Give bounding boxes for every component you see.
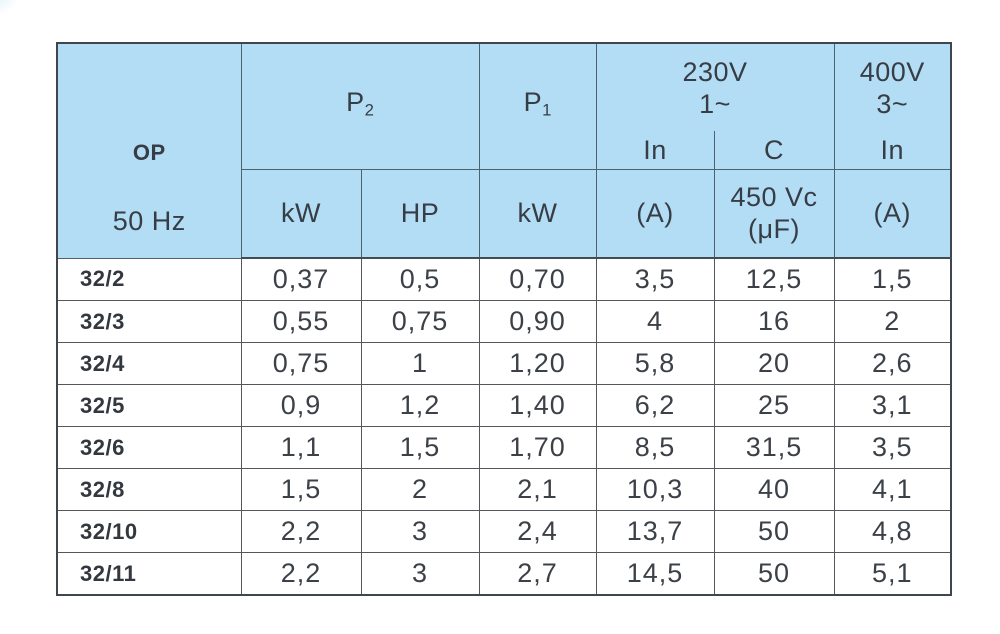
cell-in-400: 3,1 bbox=[833, 384, 952, 427]
cell-capacitor: 50 bbox=[713, 552, 835, 596]
table-row: 32/2 0,37 0,5 0,70 3,5 12,5 1,5 bbox=[56, 257, 952, 301]
table-row: 32/4 0,75 1 1,20 5,8 20 2,6 bbox=[56, 342, 952, 385]
p1-label: P bbox=[523, 86, 543, 117]
cell-model: 32/6 bbox=[56, 426, 242, 469]
cell-p2-hp: 3 bbox=[360, 552, 480, 596]
cell-in-230: 14,5 bbox=[595, 552, 715, 596]
op-frequency: 50 Hz bbox=[112, 205, 186, 236]
cell-capacitor: 20 bbox=[713, 342, 835, 385]
cell-capacitor: 40 bbox=[713, 468, 835, 511]
cell-p2-kw: 0,9 bbox=[240, 384, 362, 427]
cell-capacitor: 16 bbox=[713, 300, 835, 343]
col-header-p1: P1 bbox=[478, 42, 597, 170]
cell-model: 32/8 bbox=[56, 468, 242, 511]
voltage-400-label: 400V bbox=[859, 56, 925, 87]
cell-p1-kw: 1,20 bbox=[478, 342, 597, 385]
cell-in-230: 5,8 bbox=[595, 342, 715, 385]
col-header-capacitor: C bbox=[713, 131, 835, 170]
cell-in-230: 6,2 bbox=[595, 384, 715, 427]
cell-in-230: 10,3 bbox=[595, 468, 715, 511]
corner-artifact bbox=[0, 0, 20, 16]
table-row: 32/5 0,9 1,2 1,40 6,2 25 3,1 bbox=[56, 384, 952, 427]
op-title: OP bbox=[132, 139, 166, 165]
phase-3-label: 3~ bbox=[876, 88, 909, 119]
cell-model: 32/5 bbox=[56, 384, 242, 427]
cell-capacitor: 50 bbox=[713, 510, 835, 553]
cell-in-400: 1,5 bbox=[833, 257, 952, 301]
cell-in-400: 5,1 bbox=[833, 552, 952, 596]
col-unit-p2-kw: kW bbox=[240, 168, 362, 259]
cell-p2-hp: 3 bbox=[360, 510, 480, 553]
cell-model: 32/3 bbox=[56, 300, 242, 343]
cell-capacitor: 12,5 bbox=[713, 257, 835, 301]
table-body: 32/2 0,37 0,5 0,70 3,5 12,5 1,5 32/3 0,55 0,75 0,9… bbox=[56, 257, 952, 596]
cell-p2-kw: 0,37 bbox=[240, 257, 362, 301]
cell-model: 32/10 bbox=[56, 510, 242, 553]
phase-1-label: 1~ bbox=[699, 88, 731, 119]
motor-ratings-table: OP 50 Hz P2 P1 230V 1~ 400V 3~ In C In bbox=[56, 42, 953, 596]
cell-p1-kw: 1,40 bbox=[478, 384, 597, 427]
col-unit-in-230-amps: (A) bbox=[595, 168, 715, 259]
cell-p1-kw: 0,70 bbox=[478, 257, 597, 301]
table-row: 32/8 1,5 2 2,1 10,3 40 4,1 bbox=[56, 468, 952, 511]
p2-label: P bbox=[346, 86, 365, 117]
table-row: 32/10 2,2 3 2,4 13,7 50 4,8 bbox=[56, 510, 952, 553]
table-row: 32/6 1,1 1,5 1,70 8,5 31,5 3,5 bbox=[56, 426, 952, 469]
motor-ratings-table-container: OP 50 Hz P2 P1 230V 1~ 400V 3~ In C In bbox=[56, 42, 953, 596]
cell-p2-kw: 0,75 bbox=[240, 342, 362, 385]
col-unit-p2-hp: HP bbox=[360, 168, 480, 259]
cell-in-400: 3,5 bbox=[833, 426, 952, 469]
cell-in-400: 2 bbox=[833, 300, 952, 343]
cell-in-230: 4 bbox=[595, 300, 715, 343]
col-unit-capacitor: 450 Vc (μF) bbox=[713, 168, 835, 259]
col-header-p2: P2 bbox=[240, 42, 480, 170]
table-header: OP 50 Hz P2 P1 230V 1~ 400V 3~ In C In bbox=[56, 42, 952, 259]
cell-in-230: 8,5 bbox=[595, 426, 715, 469]
cell-p1-kw: 2,4 bbox=[478, 510, 597, 553]
cell-p2-hp: 0,5 bbox=[360, 257, 480, 301]
cell-capacitor: 31,5 bbox=[713, 426, 835, 469]
cell-capacitor: 25 bbox=[713, 384, 835, 427]
col-header-op: OP 50 Hz bbox=[56, 42, 242, 259]
p1-subscript: 1 bbox=[542, 100, 552, 120]
cell-in-230: 3,5 bbox=[595, 257, 715, 301]
capacitor-uf-label: (μF) bbox=[747, 214, 801, 245]
col-group-230v: 230V 1~ bbox=[595, 42, 835, 131]
cell-p2-kw: 2,2 bbox=[240, 552, 362, 596]
cell-model: 32/2 bbox=[56, 257, 242, 301]
cell-p2-hp: 1 bbox=[360, 342, 480, 385]
table-row: 32/3 0,55 0,75 0,90 4 16 2 bbox=[56, 300, 952, 343]
col-unit-in-400-amps: (A) bbox=[833, 168, 952, 259]
cell-in-400: 2,6 bbox=[833, 342, 952, 385]
voltage-230-label: 230V bbox=[682, 56, 748, 87]
cell-in-230: 13,7 bbox=[595, 510, 715, 553]
capacitor-voltage-label: 450 Vc bbox=[730, 182, 818, 213]
cell-p1-kw: 1,70 bbox=[478, 426, 597, 469]
cell-p2-hp: 1,5 bbox=[360, 426, 480, 469]
cell-p2-kw: 1,1 bbox=[240, 426, 362, 469]
col-group-400v: 400V 3~ bbox=[833, 42, 952, 131]
cell-p1-kw: 0,90 bbox=[478, 300, 597, 343]
cell-p1-kw: 2,1 bbox=[478, 468, 597, 511]
cell-model: 32/11 bbox=[56, 552, 242, 596]
cell-p2-kw: 0,55 bbox=[240, 300, 362, 343]
cell-p2-hp: 2 bbox=[360, 468, 480, 511]
cell-in-400: 4,8 bbox=[833, 510, 952, 553]
col-header-in-230: In bbox=[595, 131, 715, 170]
p2-subscript: 2 bbox=[364, 100, 374, 120]
cell-p2-hp: 1,2 bbox=[360, 384, 480, 427]
cell-p2-kw: 2,2 bbox=[240, 510, 362, 553]
table-row: 32/11 2,2 3 2,7 14,5 50 5,1 bbox=[56, 552, 952, 596]
cell-model: 32/4 bbox=[56, 342, 242, 385]
cell-p2-kw: 1,5 bbox=[240, 468, 362, 511]
cell-p1-kw: 2,7 bbox=[478, 552, 597, 596]
cell-p2-hp: 0,75 bbox=[360, 300, 480, 343]
cell-in-400: 4,1 bbox=[833, 468, 952, 511]
col-header-in-400: In bbox=[833, 131, 952, 170]
col-unit-p1-kw: kW bbox=[478, 168, 597, 259]
